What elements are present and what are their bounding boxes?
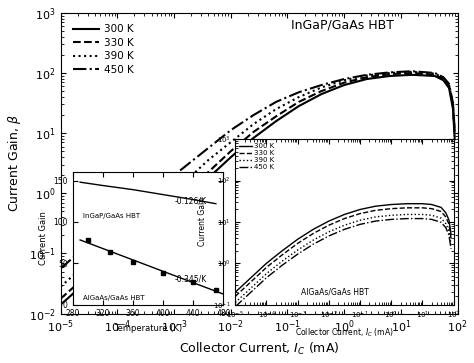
330 K	[137, 230, 143, 234]
Y-axis label: Current Gain, $\beta$: Current Gain, $\beta$	[6, 114, 23, 212]
300 K	[58, 302, 64, 307]
300 K	[115, 254, 120, 259]
450 K	[115, 218, 120, 223]
450 K	[432, 71, 438, 75]
300 K	[75, 287, 81, 292]
450 K	[228, 128, 234, 132]
300 K	[182, 197, 188, 201]
390 K	[319, 85, 324, 90]
Legend: 300 K, 330 K, 390 K, 450 K: 300 K, 330 K, 390 K, 450 K	[70, 21, 137, 78]
450 K	[160, 182, 165, 187]
450 K	[387, 70, 392, 74]
390 K	[387, 71, 392, 75]
450 K	[452, 128, 457, 132]
330 K	[440, 77, 446, 81]
390 K	[251, 122, 256, 126]
390 K	[228, 140, 234, 144]
330 K	[58, 297, 64, 301]
330 K	[115, 248, 120, 253]
330 K	[387, 72, 392, 76]
390 K	[450, 102, 456, 106]
390 K	[296, 95, 301, 99]
330 K	[452, 134, 457, 138]
330 K	[75, 281, 81, 286]
450 K	[98, 233, 103, 238]
300 K	[205, 176, 211, 180]
390 K	[446, 83, 452, 87]
300 K	[251, 136, 256, 140]
300 K	[341, 83, 347, 87]
450 K	[319, 83, 324, 87]
330 K	[205, 170, 211, 175]
450 K	[205, 146, 211, 150]
Line: 390 K: 390 K	[61, 72, 455, 286]
450 K	[273, 100, 279, 104]
330 K	[98, 263, 103, 268]
300 K	[98, 269, 103, 274]
330 K	[160, 212, 165, 217]
300 K	[446, 86, 452, 90]
390 K	[75, 269, 81, 274]
390 K	[205, 158, 211, 162]
450 K	[341, 77, 347, 81]
450 K	[75, 251, 81, 256]
300 K	[410, 73, 415, 77]
450 K	[440, 75, 446, 79]
390 K	[115, 236, 120, 241]
330 K	[251, 130, 256, 134]
390 K	[364, 73, 370, 78]
300 K	[228, 155, 234, 159]
330 K	[341, 81, 347, 85]
X-axis label: Collector Current, $I_{C}$ (mA): Collector Current, $I_{C}$ (mA)	[179, 340, 339, 357]
390 K	[440, 76, 446, 80]
450 K	[251, 113, 256, 117]
Line: 300 K: 300 K	[61, 75, 455, 305]
450 K	[296, 90, 301, 94]
450 K	[58, 266, 64, 271]
Line: 450 K: 450 K	[61, 71, 455, 269]
390 K	[410, 70, 415, 74]
450 K	[446, 82, 452, 86]
Text: InGaP/GaAs HBT: InGaP/GaAs HBT	[291, 19, 394, 32]
390 K	[432, 72, 438, 76]
390 K	[341, 78, 347, 82]
390 K	[160, 200, 165, 204]
450 K	[364, 73, 370, 77]
390 K	[182, 179, 188, 183]
300 K	[452, 137, 457, 141]
330 K	[296, 100, 301, 104]
330 K	[228, 149, 234, 154]
Line: 330 K: 330 K	[61, 73, 455, 299]
300 K	[137, 236, 143, 241]
450 K	[182, 164, 188, 168]
330 K	[432, 73, 438, 77]
330 K	[410, 71, 415, 75]
300 K	[387, 74, 392, 78]
300 K	[296, 104, 301, 108]
300 K	[319, 92, 324, 96]
300 K	[450, 107, 456, 111]
390 K	[273, 107, 279, 111]
450 K	[410, 69, 415, 73]
390 K	[452, 131, 457, 135]
300 K	[432, 74, 438, 78]
390 K	[98, 251, 103, 256]
330 K	[446, 84, 452, 89]
450 K	[137, 200, 143, 204]
390 K	[58, 284, 64, 289]
300 K	[364, 77, 370, 81]
330 K	[182, 191, 188, 196]
330 K	[364, 75, 370, 79]
330 K	[319, 89, 324, 93]
450 K	[450, 101, 456, 105]
330 K	[450, 104, 456, 108]
390 K	[137, 218, 143, 223]
300 K	[440, 78, 446, 82]
300 K	[160, 218, 165, 223]
300 K	[273, 119, 279, 123]
330 K	[273, 114, 279, 118]
